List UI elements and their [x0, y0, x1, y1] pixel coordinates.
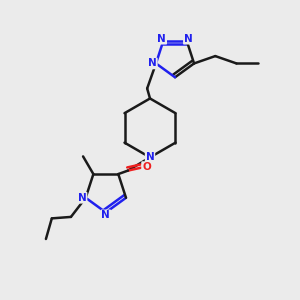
Text: N: N [146, 152, 154, 162]
Text: N: N [158, 34, 166, 44]
Text: N: N [148, 58, 157, 68]
Text: N: N [78, 193, 86, 203]
Text: N: N [184, 34, 193, 44]
Text: N: N [101, 210, 110, 220]
Text: O: O [142, 162, 151, 172]
